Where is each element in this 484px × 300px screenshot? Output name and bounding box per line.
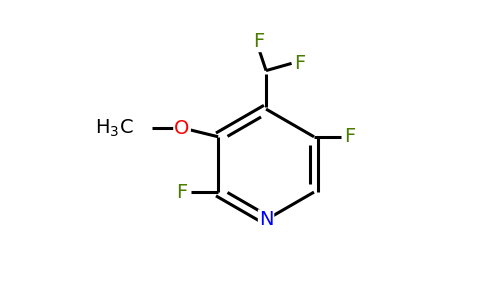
Text: H$_3$C: H$_3$C [95,118,134,139]
Text: F: F [345,127,356,146]
Text: O: O [174,118,190,138]
Text: F: F [294,54,305,73]
Text: N: N [259,210,273,229]
Text: F: F [177,183,188,202]
Text: F: F [253,32,264,51]
